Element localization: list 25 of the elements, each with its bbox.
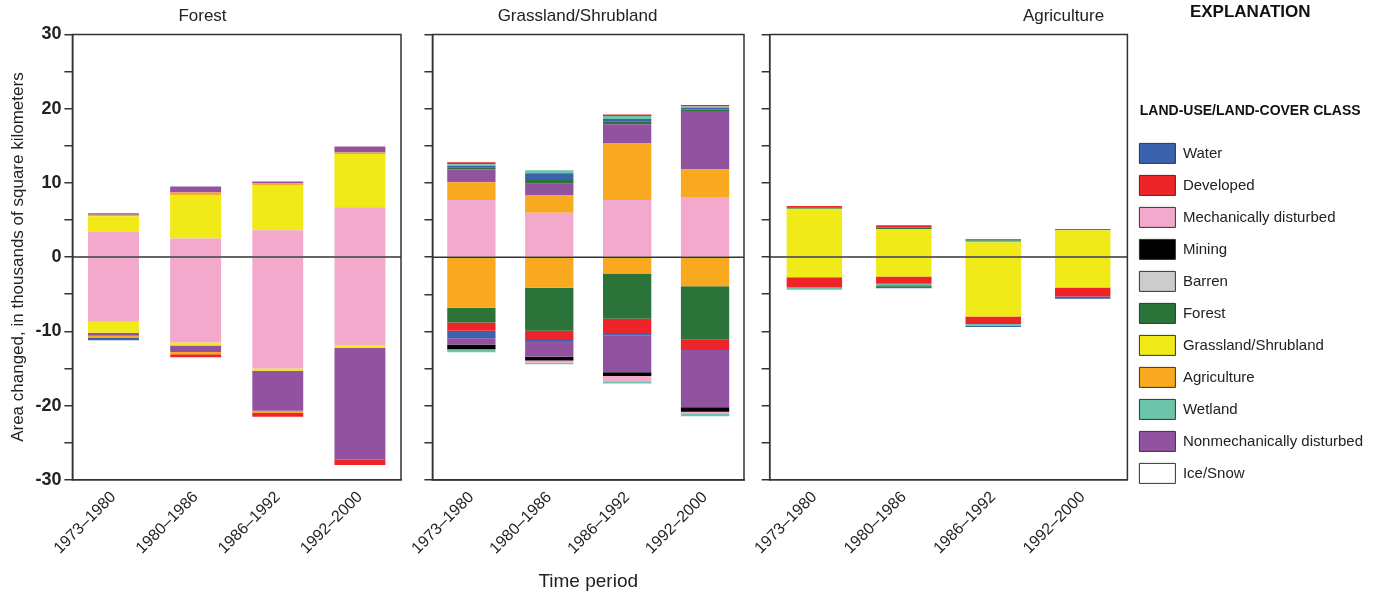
legend-label: Wetland — [1182, 399, 1238, 417]
legend-label: Nonmechanically disturbed — [1182, 431, 1364, 449]
y-tick-label: 0 — [51, 246, 62, 267]
legend-label: Ice/Snow — [1182, 463, 1245, 481]
legend-label: Developed — [1182, 175, 1255, 193]
y-tick-label: 10 — [41, 171, 62, 192]
legend-label: Grassland/Shrubland — [1182, 335, 1324, 353]
x-axis-title: Time period — [538, 569, 639, 591]
chart-title: Forest — [178, 5, 227, 25]
chart-title: Grassland/Shrubland — [497, 5, 658, 25]
chart-title: Agriculture — [1022, 5, 1105, 25]
legend-title: LAND-USE/LAND-COVER CLASS — [1139, 102, 1361, 119]
legend-label: Barren — [1182, 271, 1228, 289]
legend-label: Mechanically disturbed — [1182, 207, 1336, 225]
y-tick-label: -30 — [35, 468, 62, 489]
legend-label: Agriculture — [1182, 367, 1255, 385]
y-tick-label: -20 — [35, 394, 62, 415]
text: EXPLANATION — [1189, 2, 1311, 22]
y-tick-label: 20 — [41, 97, 62, 118]
y-axis-title: Area changed, in thousands of square kilometers — [7, 72, 27, 442]
y-tick-label: 30 — [41, 23, 62, 44]
y-tick-label: -10 — [35, 320, 62, 341]
legend-label: Water — [1182, 143, 1223, 161]
legend-label: Mining — [1182, 239, 1228, 257]
legend-label: Forest — [1182, 303, 1227, 321]
